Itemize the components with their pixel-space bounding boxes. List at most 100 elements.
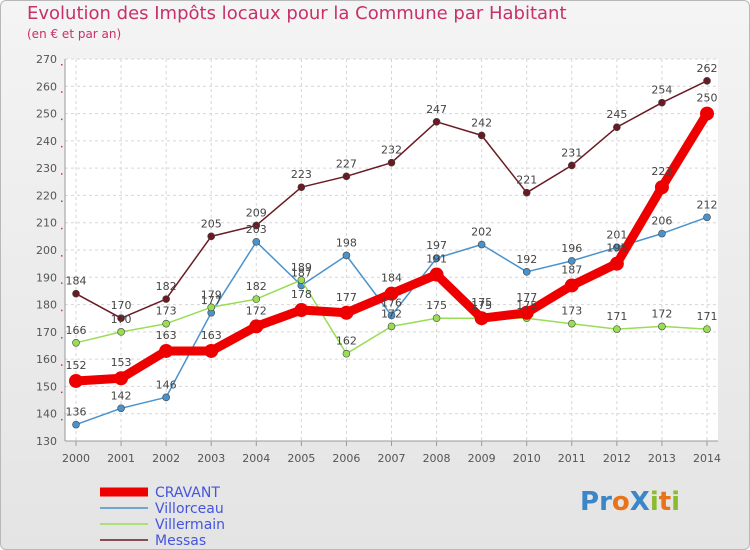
axis-dot <box>61 282 63 284</box>
data-label: 198 <box>336 236 357 249</box>
data-label: 170 <box>111 299 132 312</box>
data-label: 184 <box>66 275 87 288</box>
data-label: 142 <box>111 389 132 402</box>
data-label: 197 <box>426 239 447 252</box>
data-label: 171 <box>697 310 718 323</box>
data-point <box>703 325 711 333</box>
x-tick-label: 2011 <box>558 452 586 465</box>
x-tick-label: 2002 <box>152 452 180 465</box>
series-lines <box>69 77 714 429</box>
y-tick-label: 140 <box>36 408 57 421</box>
data-label: 163 <box>201 329 222 342</box>
data-point <box>613 123 621 132</box>
data-point <box>162 295 170 303</box>
y-tick-label: 220 <box>36 189 57 202</box>
axis-dot <box>61 337 63 339</box>
data-point <box>294 303 309 318</box>
data-point <box>564 278 579 293</box>
x-tick-label: 2003 <box>197 452 225 465</box>
axis-dot <box>61 255 63 257</box>
x-tick-label: 2006 <box>332 452 360 465</box>
data-point <box>522 188 531 197</box>
legend-label: CRAVANT <box>155 485 220 501</box>
x-tick-label: 2010 <box>513 452 541 465</box>
data-label: 192 <box>516 253 537 266</box>
data-point <box>567 319 576 328</box>
data-point <box>429 267 444 282</box>
data-label: 187 <box>561 263 582 276</box>
data-point <box>658 98 666 107</box>
data-point <box>249 319 264 334</box>
y-tick-label: 230 <box>36 162 57 175</box>
x-tick-label: 2001 <box>107 452 135 465</box>
axis-dot <box>61 145 63 148</box>
data-point <box>654 180 669 195</box>
data-label: 201 <box>606 228 627 241</box>
data-label: 227 <box>336 157 357 170</box>
chart-subtitle: (en € et par an) <box>27 27 122 41</box>
axis-dot <box>61 309 63 312</box>
data-point <box>72 338 80 347</box>
data-label: 191 <box>426 253 447 266</box>
data-label: 182 <box>156 280 177 293</box>
data-label: 247 <box>426 103 447 116</box>
data-label: 153 <box>111 356 132 369</box>
data-label: 212 <box>697 198 718 211</box>
data-label: 173 <box>156 305 177 318</box>
data-point <box>609 256 624 271</box>
y-tick-label: 270 <box>36 53 57 66</box>
axis-dot <box>61 64 63 66</box>
data-point <box>162 393 170 402</box>
data-point <box>432 254 441 262</box>
data-point <box>162 319 170 328</box>
data-point <box>117 328 125 336</box>
data-label: 202 <box>471 226 492 239</box>
data-point <box>342 251 351 260</box>
legend-label: Messas <box>155 533 206 549</box>
data-label: 172 <box>246 304 267 317</box>
axis-dot <box>61 418 63 421</box>
data-point <box>519 305 534 320</box>
data-point <box>297 276 306 284</box>
data-label: 176 <box>381 296 402 309</box>
data-point <box>658 229 666 238</box>
data-label: 232 <box>381 144 402 157</box>
data-point <box>72 420 80 429</box>
data-label: 203 <box>246 223 267 236</box>
data-label: 231 <box>561 146 582 159</box>
data-point <box>207 232 216 241</box>
data-label: 206 <box>651 215 672 228</box>
axis-dot <box>61 91 63 93</box>
data-label: 166 <box>66 324 87 337</box>
data-point <box>567 257 576 265</box>
data-label: 223 <box>291 168 312 181</box>
data-point <box>613 243 621 252</box>
y-tick-label: 160 <box>36 353 57 366</box>
data-point <box>613 325 621 333</box>
legend-label: Villorceau <box>155 501 224 517</box>
data-label: 221 <box>516 174 537 187</box>
chart-title: Evolution des Impôts locaux pour la Comm… <box>27 3 567 24</box>
data-point <box>207 303 216 312</box>
data-label: 177 <box>336 291 357 304</box>
y-tick-label: 180 <box>36 299 57 312</box>
data-label: 172 <box>381 307 402 320</box>
data-point <box>297 183 306 192</box>
data-label: 184 <box>381 272 402 285</box>
data-label: 209 <box>246 206 267 219</box>
data-point <box>72 289 80 298</box>
x-tick-label: 2004 <box>242 452 270 465</box>
x-tick-label: 2013 <box>648 452 676 465</box>
data-point <box>658 322 666 331</box>
data-label: 189 <box>291 261 312 274</box>
data-label: 173 <box>561 305 582 318</box>
x-tick-label: 2012 <box>603 452 631 465</box>
y-tick-label: 250 <box>36 108 57 121</box>
x-tick-label: 2005 <box>287 452 315 465</box>
data-point <box>252 295 261 303</box>
data-label: 196 <box>561 242 582 255</box>
data-point <box>700 106 714 121</box>
axes: 130 140 150 160 170 180 190 200 210 220 230 240 250 2… <box>36 53 721 465</box>
